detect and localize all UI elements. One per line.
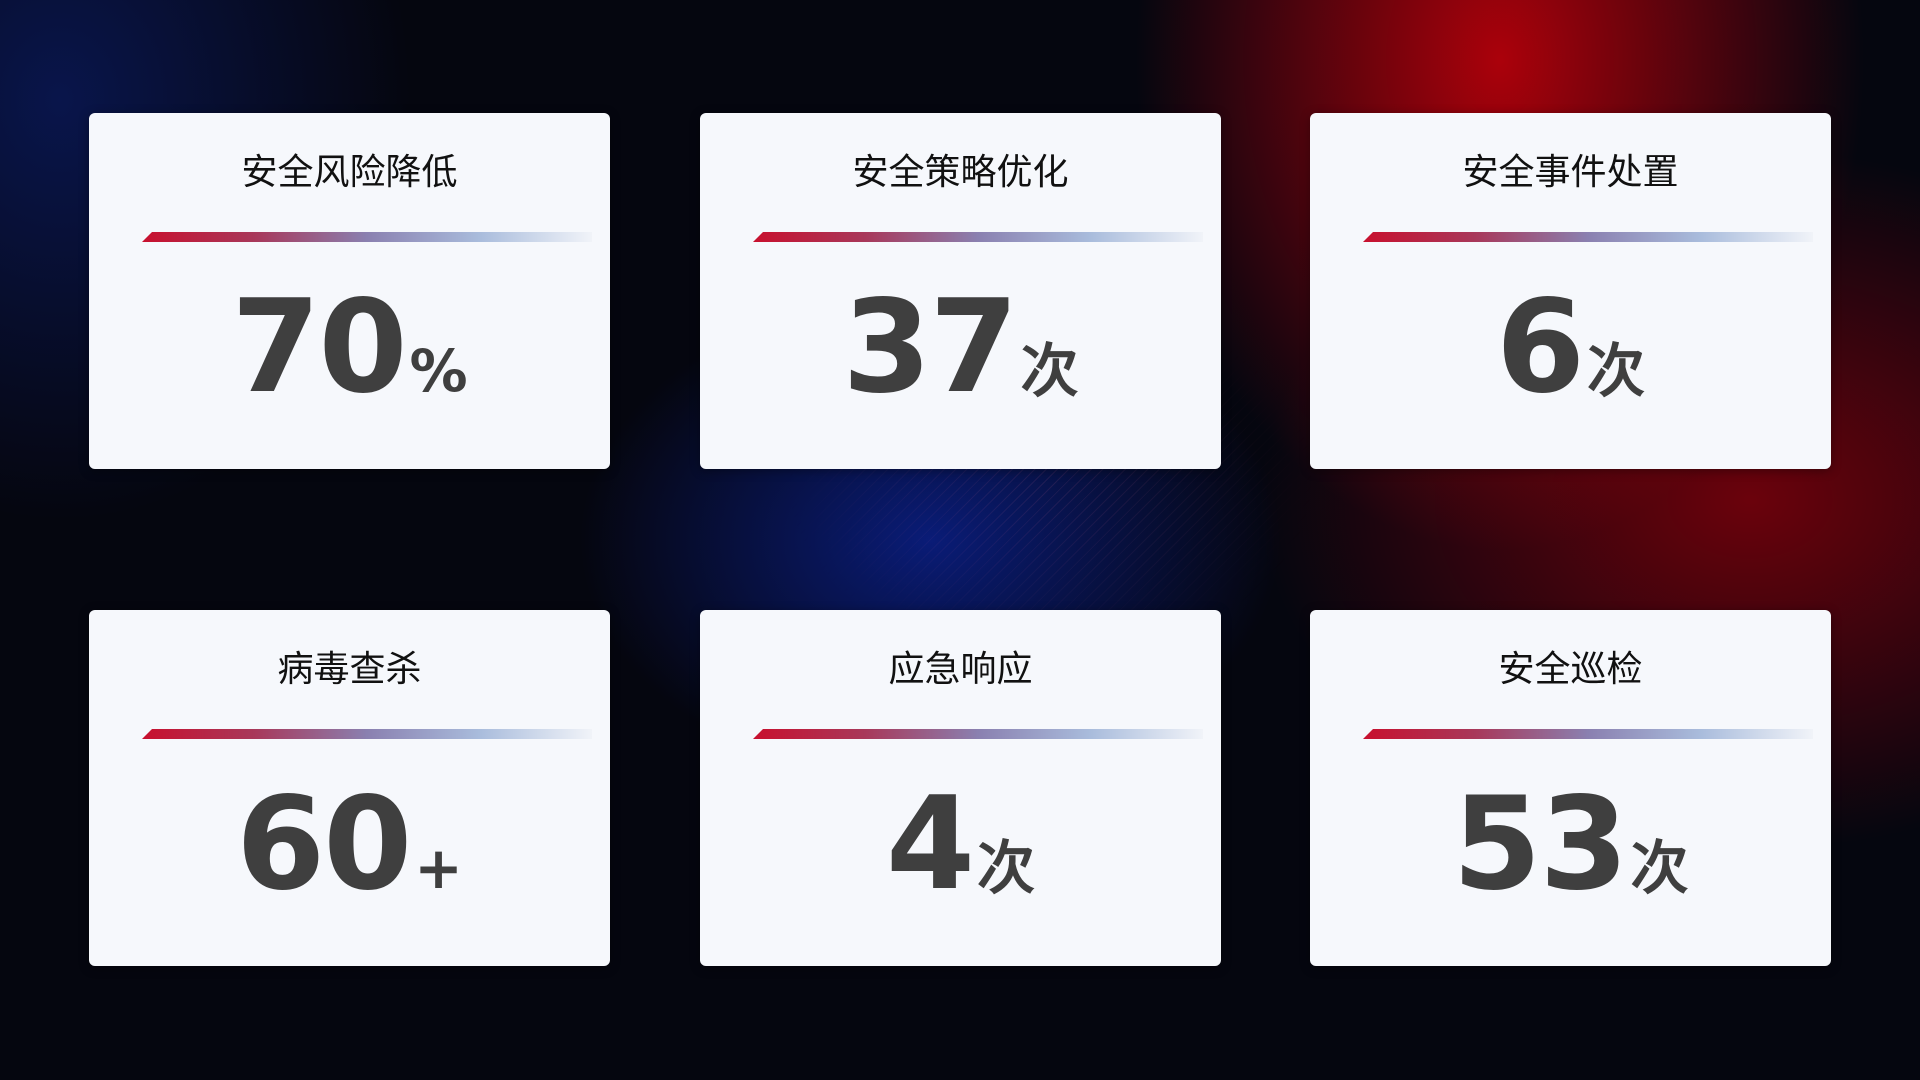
- card-value: 4次: [700, 770, 1221, 919]
- value-unit: 次: [977, 834, 1036, 902]
- card-title: 应急响应: [888, 649, 1033, 690]
- card-title: 安全策略优化: [852, 152, 1069, 193]
- card-title: 安全风险降低: [241, 152, 458, 193]
- stat-card-security-inspection: 安全巡检 53次: [1310, 610, 1831, 966]
- value-unit: +: [414, 834, 463, 902]
- gradient-divider: [753, 729, 1203, 739]
- value-unit: 次: [1020, 337, 1079, 405]
- stat-card-emergency-response: 应急响应 4次: [700, 610, 1221, 966]
- gradient-divider: [142, 729, 592, 739]
- value-unit: %: [409, 337, 468, 405]
- card-value: 53次: [1310, 770, 1831, 919]
- value-number: 53: [1452, 770, 1628, 919]
- card-title: 安全巡检: [1498, 649, 1643, 690]
- card-value: 37次: [700, 273, 1221, 422]
- value-number: 6: [1495, 273, 1585, 422]
- value-number: 70: [231, 273, 407, 422]
- stat-card-policy-optimization: 安全策略优化 37次: [700, 113, 1221, 469]
- value-number: 60: [236, 770, 412, 919]
- value-number: 4: [885, 770, 975, 919]
- card-value: 70%: [89, 273, 610, 422]
- gradient-divider: [142, 232, 592, 242]
- card-value: 60+: [89, 770, 610, 919]
- value-number: 37: [842, 273, 1018, 422]
- card-title: 安全事件处置: [1462, 152, 1679, 193]
- value-unit: 次: [1587, 337, 1646, 405]
- card-value: 6次: [1310, 273, 1831, 422]
- stat-card-incident-handling: 安全事件处置 6次: [1310, 113, 1831, 469]
- gradient-divider: [753, 232, 1203, 242]
- stat-card-virus-removal: 病毒查杀 60+: [89, 610, 610, 966]
- stat-card-risk-reduction: 安全风险降低 70%: [89, 113, 610, 469]
- gradient-divider: [1363, 729, 1813, 739]
- value-unit: 次: [1630, 834, 1689, 902]
- gradient-divider: [1363, 232, 1813, 242]
- card-title: 病毒查杀: [277, 649, 422, 690]
